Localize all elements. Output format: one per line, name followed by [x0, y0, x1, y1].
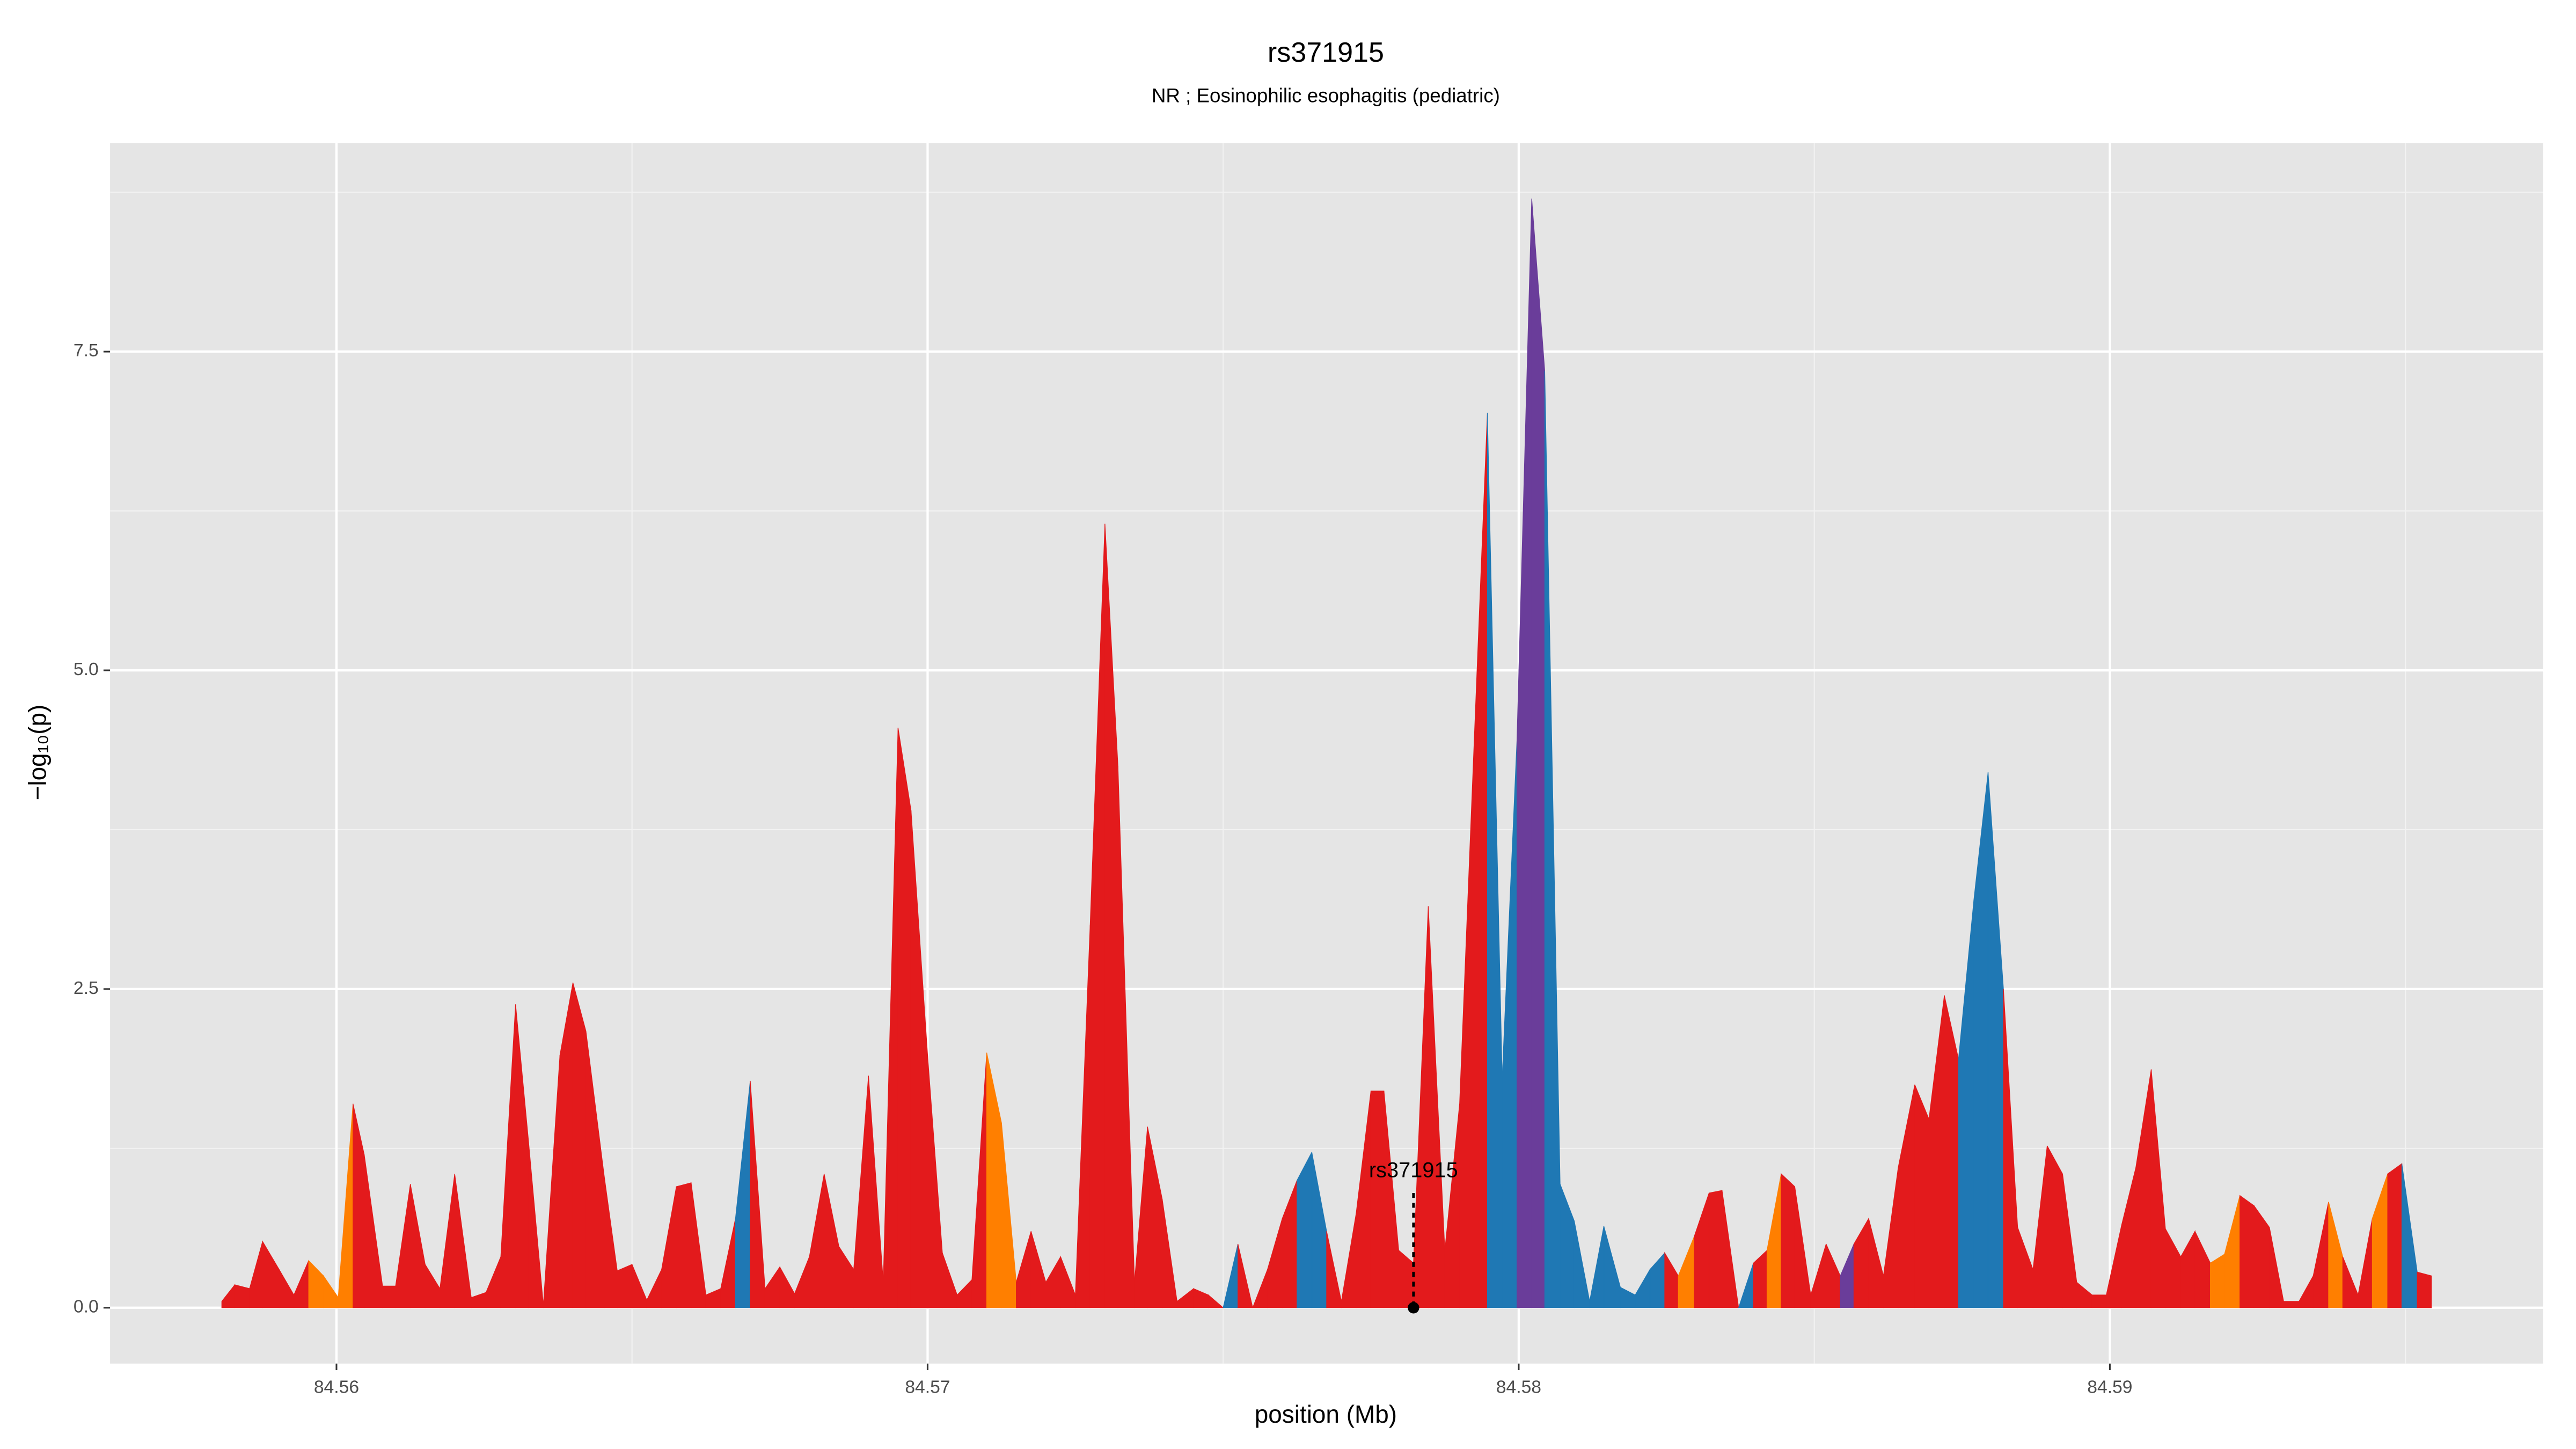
- area-segment: [2387, 1163, 2403, 1308]
- area-segment: [1297, 1152, 1313, 1308]
- area-segment: [1531, 199, 1545, 1308]
- area-segment: [897, 727, 912, 1308]
- area-segment: [1708, 1190, 1723, 1308]
- y-tick-label: 7.5: [74, 341, 99, 361]
- y-tick-label: 0.0: [74, 1297, 99, 1317]
- x-tick-label: 84.58: [1496, 1378, 1541, 1397]
- y-tick-label: 5.0: [74, 660, 99, 679]
- area-segment: [1208, 1294, 1224, 1308]
- area-segment: [1238, 1243, 1254, 1308]
- x-axis-label: position (Mb): [1255, 1400, 1397, 1428]
- x-tick-label: 84.57: [905, 1378, 950, 1397]
- marks: [221, 199, 2432, 1308]
- area-segment: [2417, 1271, 2432, 1308]
- x-tick-label: 84.56: [314, 1378, 359, 1397]
- annotation-point: [1408, 1302, 1419, 1314]
- area-segment: [234, 1284, 250, 1308]
- area-segment: [617, 1264, 633, 1308]
- area-segment: [676, 1182, 692, 1308]
- area-segment: [1370, 1091, 1385, 1308]
- annotation-label: rs371915: [1369, 1159, 1458, 1182]
- area-segment: [2210, 1253, 2225, 1308]
- area-segment: [2091, 1294, 2107, 1308]
- area-segment: [1722, 1190, 1739, 1308]
- y-axis-label: −log₁₀(p): [24, 705, 52, 801]
- area-segment: [1781, 1173, 1795, 1308]
- area-segment: [1914, 1084, 1929, 1308]
- area-segment: [2240, 1195, 2255, 1308]
- plot-panel: [110, 143, 2543, 1364]
- x-tick-label: 84.59: [2087, 1378, 2132, 1397]
- y-tick-label: 2.5: [74, 978, 99, 998]
- area-segment: [382, 1285, 396, 1308]
- area-segment: [2047, 1145, 2063, 1308]
- area-segment: [572, 982, 587, 1308]
- chart-subtitle: NR ; Eosinophilic esophagitis (pediatric…: [1152, 84, 1500, 106]
- labels: 84.56 84.57 84.58 84.59 0.0 2.5 5.0 7.5 rs371915: [74, 341, 2133, 1397]
- chart-title: rs371915: [1268, 37, 1384, 68]
- area-segment: [2283, 1301, 2300, 1308]
